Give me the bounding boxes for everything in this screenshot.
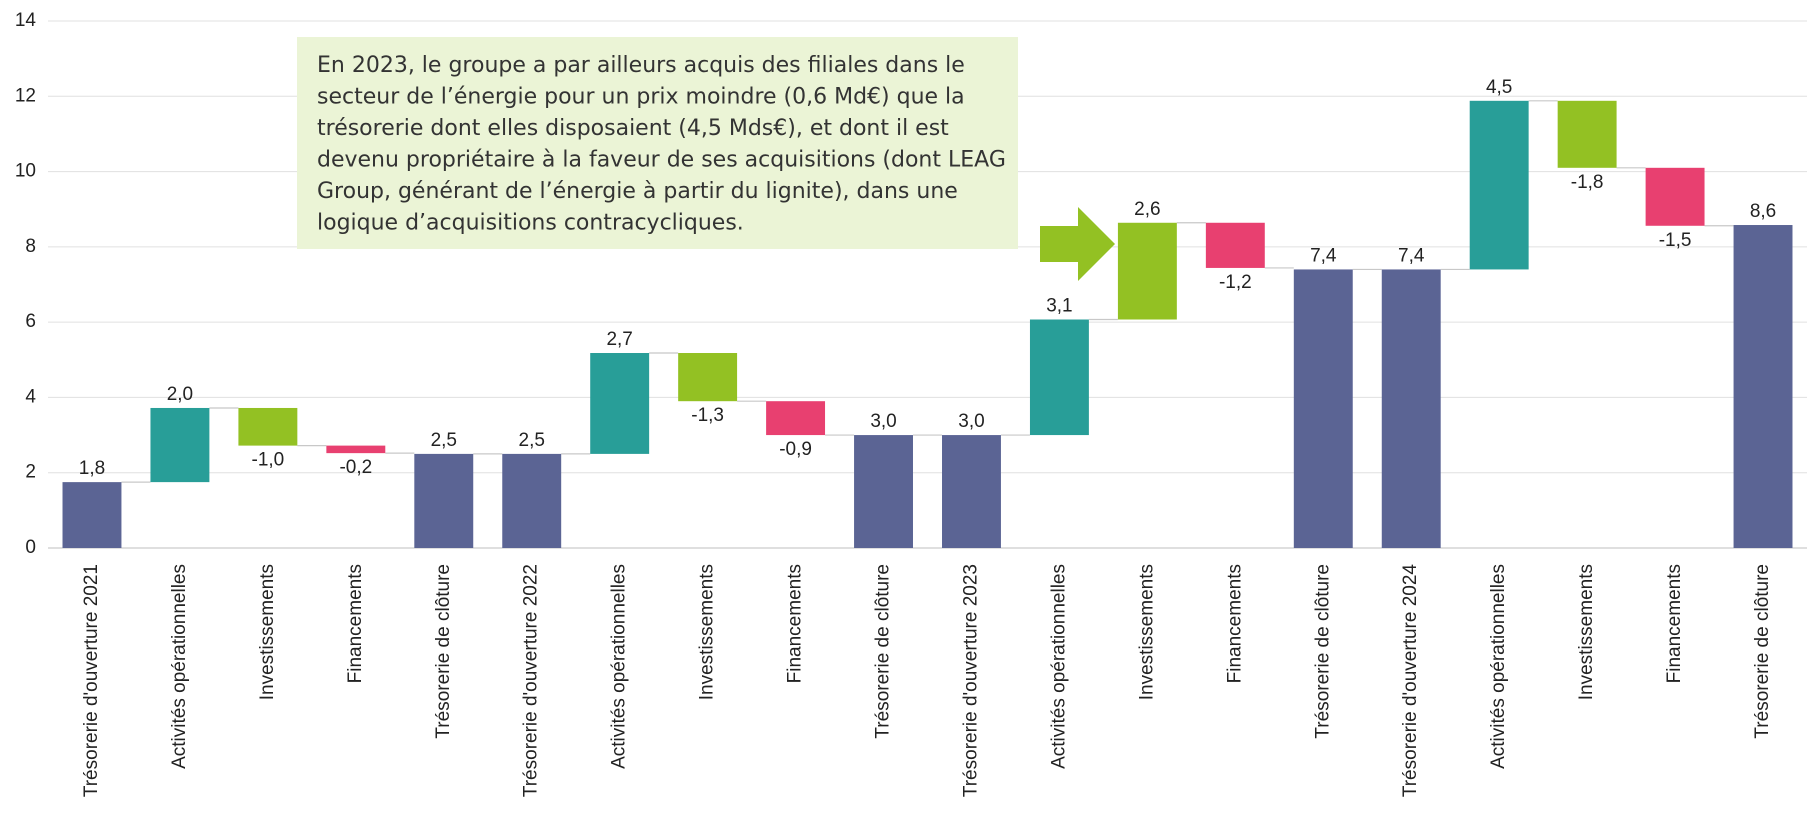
value-label: -1,2	[1219, 272, 1252, 293]
value-label: 3,1	[1046, 296, 1072, 317]
arrow	[1040, 207, 1115, 281]
y-tick-label: 6	[25, 311, 36, 332]
bar	[1645, 167, 1705, 226]
bar	[1293, 269, 1353, 548]
x-tick-label: Trésorerie d'ouverture 2023	[960, 564, 981, 797]
bar	[1205, 222, 1265, 268]
y-tick-label: 12	[15, 85, 36, 106]
bar	[326, 445, 386, 454]
annotation-box	[297, 37, 1018, 249]
y-tick-label: 8	[25, 236, 36, 257]
value-label: 4,5	[1486, 77, 1512, 98]
bar	[1733, 225, 1793, 548]
x-tick-label: Trésorerie d'ouverture 2022	[521, 564, 542, 797]
value-label: 2,0	[167, 384, 193, 405]
value-label: -1,5	[1659, 230, 1692, 251]
x-tick-label: Trésorerie de clôture	[1752, 564, 1773, 739]
value-label: 2,6	[1134, 199, 1160, 220]
bar	[942, 435, 1001, 548]
annotation-line: En 2023, le groupe a par ailleurs acquis…	[317, 53, 965, 78]
annotation-line: logique d’acquisitions contracycliques.	[317, 211, 744, 236]
value-label: 2,5	[431, 430, 457, 451]
bar	[854, 435, 913, 548]
y-tick-label: 4	[25, 386, 36, 407]
annotation: En 2023, le groupe a par ailleurs acquis…	[317, 53, 1006, 236]
value-label: 7,4	[1310, 245, 1337, 266]
y-tick-label: 0	[25, 537, 36, 558]
x-tick-label: Trésorerie de clôture	[873, 564, 894, 739]
bars	[62, 100, 1793, 548]
bar	[1469, 100, 1529, 270]
bar	[150, 407, 210, 483]
x-tick-label: Trésorerie de clôture	[433, 564, 454, 739]
x-tick-label: Financements	[785, 564, 806, 683]
x-tick-label: Trésorerie d'ouverture 2024	[1400, 564, 1421, 798]
x-tick-label: Trésorerie d'ouverture 2021	[81, 564, 102, 797]
value-label: 3,0	[958, 411, 984, 432]
bar	[1557, 100, 1617, 168]
y-tick-label: 2	[25, 462, 36, 483]
x-tick-label: Financements	[1664, 564, 1685, 683]
bar	[590, 353, 650, 454]
y-tick-label: 14	[15, 10, 37, 31]
bar	[1117, 222, 1177, 320]
x-tick-label: Financements	[1224, 564, 1245, 683]
bar	[678, 353, 738, 402]
y-tick-label: 10	[15, 161, 36, 182]
annotation-line: devenu propriétaire à la faveur de ses a…	[317, 148, 1006, 173]
x-tick-label: Activités opérationnelles	[1488, 564, 1509, 769]
bar	[1029, 319, 1089, 436]
x-tick-label: Investissements	[697, 564, 718, 700]
value-label: 8,6	[1750, 201, 1776, 222]
bar	[766, 401, 826, 436]
bar	[238, 407, 298, 446]
bar	[62, 482, 122, 548]
annotation-line: secteur de l’énergie pour un prix moindr…	[317, 85, 965, 110]
bar	[414, 453, 474, 548]
value-label: -1,3	[691, 405, 724, 426]
x-tick-label: Activités opérationnelles	[609, 564, 630, 769]
x-tick-label: Investissements	[1136, 564, 1157, 700]
value-label: -1,8	[1571, 172, 1604, 193]
value-label: -1,0	[252, 450, 285, 471]
value-label: 2,5	[519, 430, 545, 451]
value-label: 3,0	[870, 411, 896, 432]
x-tick-label: Activités opérationnelles	[1048, 564, 1069, 769]
x-tick-label: Trésorerie de clôture	[1312, 564, 1333, 739]
x-tick-label: Financements	[345, 564, 366, 683]
value-label: -0,2	[339, 457, 372, 478]
annotation-line: trésorerie dont elles disposaient (4,5 M…	[317, 116, 949, 141]
annotation-line: Group, générant de l’énergie à partir du…	[317, 179, 958, 204]
bar	[1381, 269, 1441, 548]
value-label: -0,9	[779, 439, 812, 460]
value-label: 2,7	[606, 329, 632, 350]
bar	[502, 453, 562, 548]
x-tick-label: Activités opérationnelles	[169, 564, 190, 769]
value-label: 7,4	[1398, 245, 1425, 266]
x-tick-label: Investissements	[257, 564, 278, 700]
value-label: 1,8	[79, 458, 105, 479]
x-tick-label: Investissements	[1576, 564, 1597, 700]
